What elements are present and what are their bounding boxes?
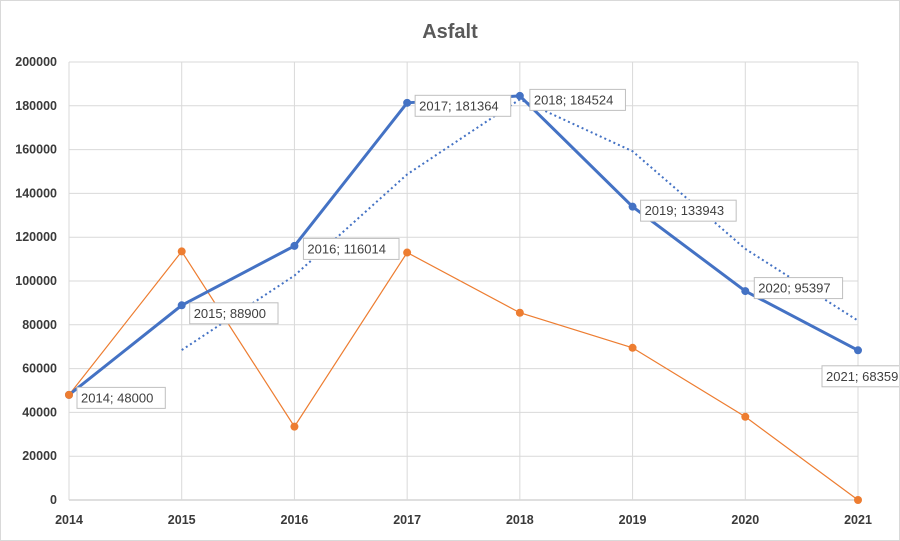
data-label: 2015; 88900 — [194, 306, 266, 321]
y-tick-label: 180000 — [15, 99, 57, 113]
x-tick-label: 2019 — [619, 513, 647, 527]
data-label-box — [529, 88, 626, 111]
series-blue-point — [515, 91, 524, 100]
x-tick-label: 2020 — [731, 513, 759, 527]
y-tick-label: 60000 — [22, 362, 57, 376]
x-axis-ticks: 2014 2015 2016 2017 2018 2019 2020 2021 — [55, 513, 872, 527]
grid — [68, 61, 859, 501]
series-orange-line — [68, 250, 859, 501]
x-tick-label: 2014 — [55, 513, 83, 527]
y-tick-label: 100000 — [15, 274, 57, 288]
data-label: 2014; 48000 — [81, 390, 153, 405]
data-label-box — [76, 386, 166, 409]
series-orange-point — [290, 422, 299, 431]
series-blue-point — [403, 98, 412, 107]
series-blue-line — [68, 94, 859, 397]
y-tick-label: 0 — [50, 493, 57, 507]
series-orange-point — [741, 412, 750, 421]
x-tick-label: 2015 — [168, 513, 196, 527]
series-orange-point — [628, 343, 637, 352]
series-blue-point — [290, 241, 299, 250]
chart-title: Asfalt — [422, 21, 478, 43]
series-orange-point — [403, 248, 412, 257]
trendline-series — [181, 98, 859, 351]
series-orange-point — [65, 390, 73, 399]
data-labels: 2014; 48000 2015; 88900 2016; 116014 2017; … — [76, 88, 899, 409]
series-blue-point — [854, 346, 862, 355]
data-label: 2019; 133943 — [645, 203, 725, 218]
data-label-box — [753, 277, 844, 300]
data-label: 2018; 184524 — [534, 92, 614, 107]
data-label: 2016; 116014 — [307, 241, 386, 256]
data-label-box — [640, 199, 737, 222]
x-tick-label: 2017 — [393, 513, 421, 527]
series-orange-point — [854, 496, 862, 504]
y-tick-label: 200000 — [15, 55, 57, 69]
data-label: 2020; 95397 — [758, 281, 830, 296]
series-blue-point — [628, 202, 637, 211]
y-tick-label: 140000 — [15, 186, 57, 200]
data-label: 2021; 68359 — [826, 369, 898, 384]
y-tick-label: 80000 — [22, 318, 57, 332]
series-orange-point — [515, 308, 524, 317]
series-orange-point — [177, 247, 186, 256]
series-layer — [65, 91, 862, 504]
data-label-box — [302, 237, 400, 260]
data-label-box — [414, 94, 512, 117]
x-tick-label: 2021 — [844, 513, 872, 527]
series-blue-point — [741, 287, 750, 296]
y-tick-label: 20000 — [22, 449, 57, 463]
y-axis-ticks: 0 20000 40000 60000 80000 100000 120000 140000 1… — [15, 55, 57, 507]
y-tick-label: 120000 — [15, 230, 57, 244]
data-label-box — [821, 365, 899, 388]
x-tick-label: 2016 — [281, 513, 309, 527]
y-tick-label: 160000 — [15, 143, 57, 157]
series-blue-point — [177, 301, 186, 310]
data-label: 2017; 181364 — [419, 98, 499, 113]
data-label-box — [189, 302, 279, 325]
x-tick-label: 2018 — [506, 513, 534, 527]
y-tick-label: 40000 — [22, 405, 57, 419]
